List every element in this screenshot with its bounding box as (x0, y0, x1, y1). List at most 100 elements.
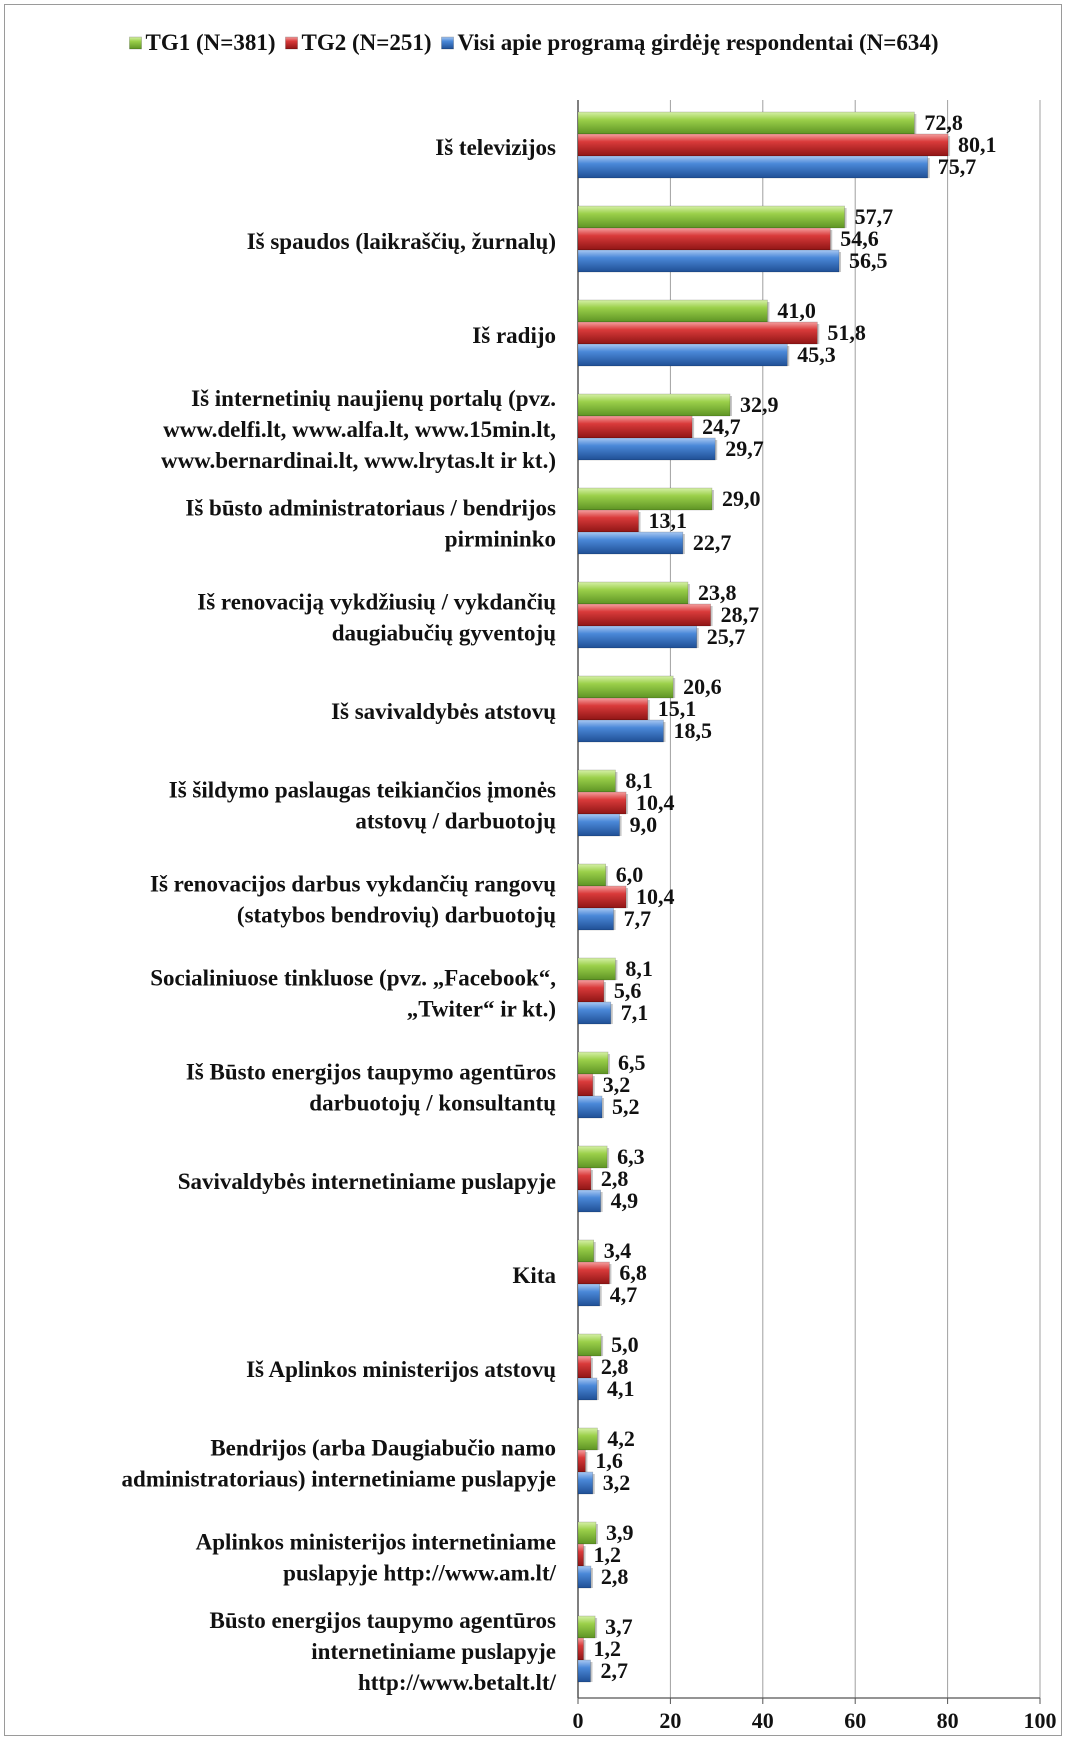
bar (577, 531, 684, 555)
category-label: Iš Aplinkos ministerijos atstovų (246, 1357, 556, 1382)
data-label: 51,8 (827, 320, 866, 345)
bar (577, 249, 840, 273)
category-label: www.bernardinai.lt, www.lrytas.lt ir kt.… (161, 448, 556, 473)
bar (577, 1239, 595, 1263)
bar (577, 1283, 601, 1307)
bar-shadow (583, 1640, 586, 1660)
category-label: Socialiniuose tinkluose (pvz. „Facebook“… (150, 966, 556, 991)
category-label: Iš Būsto energijos taupymo agentūros (186, 1060, 556, 1085)
legend: TG1 (N=381) TG2 (N=251) Visi apie programą… (129, 30, 939, 55)
category-label: daugiabučių gyventojų (332, 621, 557, 646)
data-label: 1,2 (594, 1636, 622, 1661)
category-label: (statybos bendrovių) darbuotojų (237, 903, 556, 928)
bars (577, 111, 951, 1683)
data-label: 8,1 (625, 768, 653, 793)
data-label: 28,7 (721, 602, 760, 627)
bar (577, 133, 949, 157)
bar-shadow (638, 512, 641, 532)
data-label: 7,1 (621, 1000, 649, 1025)
category-label: Iš renovaciją vykdžiusių / vykdančių (197, 590, 556, 615)
bar-shadow (597, 1430, 600, 1450)
legend-item: TG1 (N=381) (129, 30, 276, 55)
bar (577, 227, 831, 251)
data-label: 22,7 (693, 530, 732, 555)
data-label: 3,7 (605, 1614, 633, 1639)
bar-shadow (602, 1098, 605, 1118)
legend-swatch (285, 36, 298, 50)
bar-shadow (585, 1452, 588, 1472)
data-label: 23,8 (698, 580, 737, 605)
bar-shadow (767, 302, 770, 322)
bar-shadow (599, 1286, 602, 1306)
bar (577, 487, 713, 511)
bar (577, 393, 731, 417)
data-label: 3,2 (603, 1470, 631, 1495)
legend-item: Visi apie programą girdėję respondentai … (441, 30, 939, 55)
x-tick-label: 60 (844, 1708, 866, 1733)
data-label: 2,8 (601, 1564, 629, 1589)
data-label: 6,8 (619, 1260, 647, 1285)
category-label: Aplinkos ministerijos internetiniame (196, 1530, 556, 1555)
data-label: 4,1 (607, 1376, 635, 1401)
bar (577, 1051, 609, 1075)
legend-label: Visi apie programą girdėję respondentai … (458, 30, 939, 55)
bar (577, 509, 639, 533)
category-label: http://www.betalt.lt/ (358, 1670, 557, 1695)
data-label: 6,3 (617, 1144, 645, 1169)
bar-shadow (610, 1004, 613, 1024)
category-label: Būsto energijos taupymo agentūros (209, 1608, 556, 1633)
data-label: 80,1 (958, 132, 997, 157)
data-label: 5,2 (612, 1094, 640, 1119)
bar-shadow (830, 230, 833, 250)
bar (577, 697, 649, 721)
x-tick-label: 40 (752, 1708, 774, 1733)
bar-shadow (687, 584, 690, 604)
bar-shadow (608, 1054, 611, 1074)
data-label: 2,8 (601, 1166, 629, 1191)
bar-shadow (590, 1170, 593, 1190)
data-label: 25,7 (707, 624, 746, 649)
bar-shadow (607, 1148, 610, 1168)
bar-shadow (715, 440, 718, 460)
bar-shadow (613, 910, 616, 930)
category-label: darbuotojų / konsultantų (309, 1091, 556, 1116)
x-tick-label: 0 (573, 1708, 584, 1733)
bar (577, 321, 818, 345)
bar (577, 791, 627, 815)
data-label: 6,0 (616, 862, 644, 887)
bar (577, 1073, 594, 1097)
legend-item: TG2 (N=251) (285, 30, 432, 55)
bar-shadow (615, 772, 618, 792)
bar (577, 1167, 592, 1191)
x-tick-label: 100 (1024, 1708, 1057, 1733)
data-label: 18,5 (673, 718, 712, 743)
bar-shadow (600, 1192, 603, 1212)
data-label: 4,2 (607, 1426, 635, 1451)
data-label: 2,7 (600, 1658, 628, 1683)
bar-shadow (592, 1474, 595, 1494)
data-label: 20,6 (683, 674, 722, 699)
bar (577, 299, 768, 323)
bar-shadow (729, 396, 732, 416)
bar (577, 603, 711, 627)
bar-shadow (914, 114, 917, 134)
category-label: „Twiter“ ir kt.) (407, 997, 556, 1022)
category-label: Iš internetinių naujienų portalų (pvz. (191, 386, 556, 411)
bar (577, 1145, 608, 1169)
bar-shadow (605, 866, 608, 886)
bar-shadow (590, 1662, 593, 1682)
bar (577, 437, 716, 461)
category-label: Iš šildymo paslaugas teikiančios įmonės (169, 778, 556, 803)
bar (577, 1637, 584, 1661)
bar-shadow (593, 1242, 596, 1262)
bar (577, 1189, 601, 1213)
bar (577, 343, 788, 367)
bar-shadow (609, 1264, 612, 1284)
bar-shadow (710, 606, 713, 626)
bar (577, 907, 614, 931)
bar (577, 979, 605, 1003)
category-label: Bendrijos (arba Daugiabučio namo (210, 1436, 556, 1461)
bar (577, 1095, 603, 1119)
data-label: 4,9 (611, 1188, 639, 1213)
